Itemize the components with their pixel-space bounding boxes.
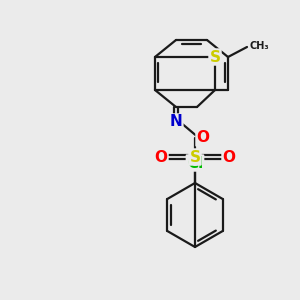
Text: S: S — [209, 50, 220, 64]
Text: N: N — [169, 115, 182, 130]
Text: CH₃: CH₃ — [250, 41, 270, 51]
Text: O: O — [223, 149, 236, 164]
Text: O: O — [154, 149, 167, 164]
Text: S: S — [190, 149, 200, 164]
Text: Cl: Cl — [187, 155, 203, 170]
Text: O: O — [196, 130, 209, 146]
